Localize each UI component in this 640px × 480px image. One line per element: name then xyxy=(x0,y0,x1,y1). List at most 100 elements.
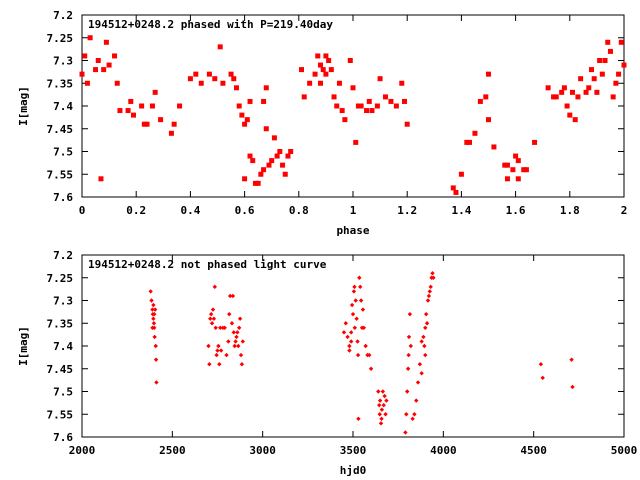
data-point xyxy=(421,334,426,340)
data-point xyxy=(564,103,570,109)
y-tick-label: 7.25 xyxy=(47,32,74,45)
data-point xyxy=(358,103,364,109)
data-point xyxy=(483,94,489,100)
data-point xyxy=(360,307,366,312)
data-point xyxy=(312,71,318,77)
data-point xyxy=(353,298,358,303)
data-point xyxy=(247,153,253,159)
data-point xyxy=(232,343,237,349)
data-point xyxy=(301,94,307,100)
y-tick-label: 7.35 xyxy=(47,77,74,90)
data-point xyxy=(358,298,364,303)
data-point xyxy=(559,89,565,95)
data-point xyxy=(513,153,519,159)
data-point xyxy=(602,58,608,63)
data-point xyxy=(244,117,250,123)
phased-light-curve-panel: 0 0.2 0.4 0.6 0.8 1 1.2 1.4 1.6 1.8 2 7.2 7.25 7.3 7.3… xyxy=(17,9,627,237)
data-point xyxy=(171,121,177,127)
data-point xyxy=(209,321,215,326)
data-point xyxy=(240,339,245,344)
data-point xyxy=(151,302,156,308)
data-point xyxy=(328,67,334,73)
data-point xyxy=(364,108,370,114)
data-point xyxy=(613,80,619,86)
data-point xyxy=(377,398,383,403)
x-tick-label: 2500 xyxy=(159,444,186,457)
data-point xyxy=(128,98,134,104)
data-point xyxy=(422,343,427,349)
data-point xyxy=(491,144,497,150)
data-point xyxy=(231,76,237,82)
data-point xyxy=(214,352,219,358)
data-point xyxy=(227,311,232,317)
data-point xyxy=(423,325,428,330)
chart-title: 194512+0248.2 phased with P=219.40day xyxy=(88,18,333,31)
data-point xyxy=(504,162,510,168)
x-tick-label: 1.6 xyxy=(506,204,526,217)
data-point xyxy=(218,325,223,330)
data-point xyxy=(504,176,510,182)
data-point xyxy=(430,271,435,276)
data-point xyxy=(377,76,383,82)
data-point xyxy=(607,48,613,54)
data-point xyxy=(208,311,214,317)
data-point xyxy=(404,412,409,417)
data-point xyxy=(379,407,385,412)
data-point xyxy=(149,103,155,109)
data-point xyxy=(342,117,348,123)
y-tick-label: 7.5 xyxy=(53,386,73,399)
data-point xyxy=(515,158,521,164)
data-point xyxy=(414,398,419,403)
data-point xyxy=(168,130,174,136)
data-point xyxy=(215,348,220,353)
data-point xyxy=(423,311,429,317)
data-point xyxy=(348,330,354,335)
data-point xyxy=(148,289,153,294)
data-point xyxy=(350,85,356,91)
data-point xyxy=(144,121,150,127)
data-point xyxy=(231,330,236,335)
x-tick-label: 1.4 xyxy=(451,204,471,217)
data-point xyxy=(87,35,93,41)
data-point xyxy=(274,153,280,159)
data-point xyxy=(366,98,372,104)
data-point xyxy=(423,352,428,358)
data-point xyxy=(363,343,368,349)
data-point xyxy=(149,298,154,303)
data-point xyxy=(238,352,244,358)
data-point xyxy=(618,39,624,45)
data-point xyxy=(472,130,478,136)
data-point xyxy=(152,334,157,340)
data-point xyxy=(353,139,359,145)
data-point xyxy=(212,284,217,290)
data-point xyxy=(220,80,226,86)
data-point xyxy=(242,121,248,127)
data-point xyxy=(415,380,421,385)
data-point xyxy=(427,289,432,294)
data-point xyxy=(141,121,147,127)
data-point xyxy=(307,80,313,86)
data-point xyxy=(212,76,218,82)
data-point xyxy=(356,416,361,421)
x-axis-title: phase xyxy=(336,224,369,237)
data-point xyxy=(570,384,575,390)
data-point xyxy=(345,334,350,340)
data-point xyxy=(575,94,581,100)
data-point xyxy=(211,316,217,321)
y-tick-label: 7.2 xyxy=(53,9,73,22)
data-point xyxy=(599,71,605,77)
data-point xyxy=(263,126,269,132)
data-point xyxy=(368,366,374,371)
data-point xyxy=(399,80,405,86)
data-point xyxy=(357,275,362,280)
data-point xyxy=(621,62,627,68)
data-point xyxy=(521,167,527,173)
data-point xyxy=(193,71,199,77)
data-point xyxy=(597,58,603,63)
data-point xyxy=(610,94,616,100)
data-point xyxy=(93,67,99,73)
data-point xyxy=(158,117,164,123)
data-point xyxy=(218,348,224,353)
data-point xyxy=(502,162,508,168)
data-point xyxy=(227,293,233,299)
